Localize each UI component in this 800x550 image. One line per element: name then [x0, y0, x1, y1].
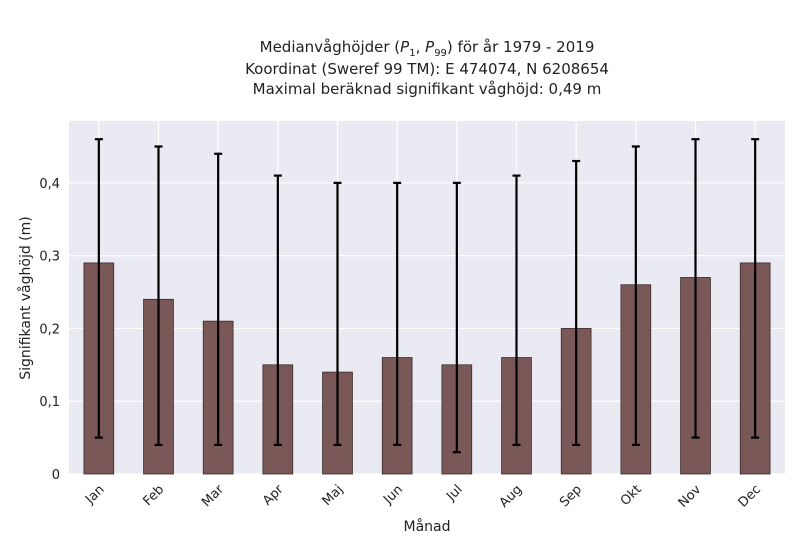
x-tick-label-jun: Jun	[380, 482, 406, 508]
chart-title: Medianvåghöjder (P1, P99) för år 1979 - …	[245, 38, 609, 98]
error-bar-maj	[333, 181, 342, 446]
error-bar-jun	[393, 181, 402, 446]
y-tick-label: 0	[52, 468, 60, 483]
y-axis-ticks: 0 0,1 0,2 0,3 0,4	[39, 177, 60, 483]
y-tick-label: 0,1	[39, 395, 60, 410]
error-bar-sep	[572, 159, 581, 446]
x-tick-label-sep: Sep	[557, 482, 585, 510]
error-bar-nov	[691, 138, 700, 439]
x-tick-label-maj: Maj	[320, 482, 347, 509]
error-bar-dec	[751, 138, 760, 439]
x-tick-label-mar: Mar	[199, 482, 227, 510]
error-bar-aug	[512, 174, 521, 446]
title-line-1: Medianvåghöjder (P1, P99) för år 1979 - …	[260, 38, 595, 59]
y-tick-label: 0,2	[39, 322, 60, 337]
error-bars	[94, 138, 760, 454]
x-tick-label-jul: Jul	[443, 482, 465, 504]
error-bar-mar	[214, 152, 223, 446]
x-tick-label-dec: Dec	[736, 482, 764, 510]
title-line-3: Maximal beräknad signifikant våghöjd: 0,…	[253, 80, 602, 98]
error-bar-jul	[452, 181, 461, 454]
y-axis-label: Signifikant våghöjd (m)	[17, 216, 34, 379]
x-axis-ticks: Jan Feb Mar Apr Maj Jun Jul Aug Sep Okt Nov Dec	[82, 482, 764, 511]
y-tick-label: 0,4	[39, 177, 60, 192]
plot-area	[69, 121, 785, 474]
x-tick-label-nov: Nov	[676, 482, 705, 511]
error-bar-jan	[94, 138, 103, 439]
x-tick-label-feb: Feb	[140, 482, 167, 509]
error-bar-apr	[273, 174, 282, 446]
title-line-2: Koordinat (Sweref 99 TM): E 474074, N 62…	[245, 60, 609, 78]
x-tick-label-okt: Okt	[618, 482, 645, 509]
error-bar-okt	[631, 145, 640, 446]
error-bar-feb	[154, 145, 163, 446]
x-tick-label-apr: Apr	[260, 482, 287, 509]
y-tick-label: 0,3	[39, 250, 60, 265]
x-tick-label-jan: Jan	[82, 482, 107, 507]
x-axis-label: Månad	[404, 518, 451, 535]
x-tick-label-aug: Aug	[497, 482, 526, 511]
